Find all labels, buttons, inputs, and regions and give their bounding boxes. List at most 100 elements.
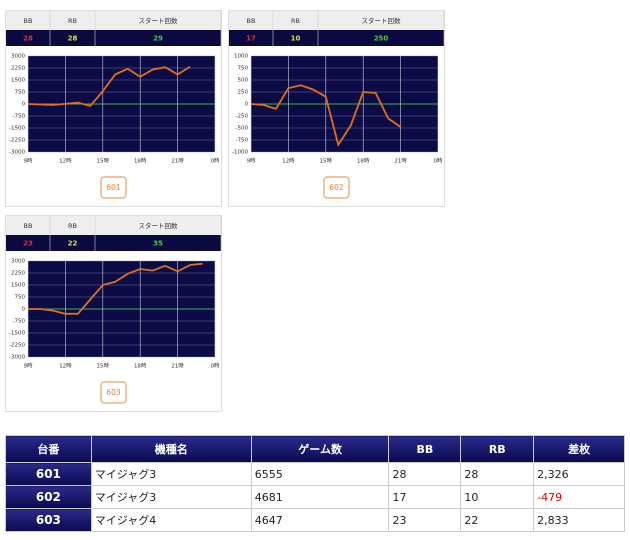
x-tick-label: 15時 — [97, 362, 110, 370]
stats-value: 28 — [68, 35, 78, 43]
machine-panel: BB 17 RB 10 スタート回数 250 -1000 -750 -500 -250 0 250 50… — [228, 10, 445, 207]
stats-label: RB — [68, 222, 77, 230]
stats-value: 22 — [68, 240, 78, 248]
machine-button[interactable]: 601 — [100, 176, 127, 199]
stats-label: スタート回数 — [362, 16, 402, 25]
stats-value: 29 — [153, 35, 163, 43]
button-frame — [100, 381, 127, 404]
machine-button[interactable]: 603 — [100, 381, 127, 404]
series-line — [28, 262, 203, 315]
y-tick-label: 2250 — [11, 66, 25, 72]
table-body: 601 マイジャグ3 6555 28 28 2,326 602 マイジャグ3 4681 17 10-… — [5, 462, 625, 532]
y-tick-label: -750 — [236, 138, 249, 144]
stats-value: 10 — [291, 35, 301, 43]
stats-header-bg — [229, 11, 444, 30]
y-tick-label: 0 — [22, 102, 26, 108]
y-tick-label: 1500 — [11, 283, 25, 289]
x-tick-label: 21時 — [394, 157, 407, 165]
data-table: 台番 機種名 ゲーム数 BB RB 差枚 601 マイジャグ3 6555 28 28 2,326 60… — [5, 435, 625, 532]
x-tick-label: 21時 — [171, 157, 184, 165]
table-cell: 22 — [460, 508, 535, 532]
column-header: ゲーム数 — [250, 435, 390, 463]
table-row: 601 マイジャグ3 6555 28 28 2,326 — [5, 462, 625, 486]
stats-value-bg — [6, 30, 221, 46]
table-cell: 2,833 — [533, 508, 625, 532]
x-tick-label: 18時 — [134, 362, 147, 370]
x-tick-label: 9時 — [247, 157, 256, 165]
column-header: 差枚 — [533, 435, 625, 463]
y-tick-label: 0 — [22, 307, 26, 313]
y-tick-label: -3000 — [9, 355, 25, 361]
y-tick-label: 250 — [238, 90, 249, 96]
machine-number: 601 — [5, 462, 92, 486]
table-cell: 28 — [460, 462, 535, 486]
table-cell: マイジャグ4 — [90, 508, 252, 532]
stats-label: RB — [291, 17, 300, 25]
x-tick-label: 0時 — [434, 157, 443, 165]
y-tick-label: -750 — [13, 114, 26, 120]
y-tick-label: 750 — [15, 90, 26, 96]
table-row: 603 マイジャグ4 4647 23 22 2,833 — [5, 508, 625, 532]
y-tick-label: -1500 — [9, 126, 25, 132]
panels: BB 28 RB 28 スタート回数 29 -3000 -2250 -1500 -750 0 750 1… — [5, 10, 445, 412]
stats-header-bg — [6, 216, 221, 235]
stats-value: 35 — [153, 240, 163, 248]
stats-label: スタート回数 — [139, 16, 179, 25]
x-tick-label: 18時 — [134, 157, 147, 165]
y-tick-label: 500 — [238, 78, 249, 84]
button-label: 602 — [329, 183, 344, 192]
button-label: 601 — [106, 183, 121, 192]
y-tick-label: -2250 — [9, 138, 25, 144]
stats-value: 17 — [246, 35, 256, 43]
table-cell: マイジャグ3 — [90, 485, 252, 509]
y-tick-label: -1500 — [9, 331, 25, 337]
table-cell: 4647 — [250, 508, 390, 532]
table-cell: 10 — [460, 485, 535, 509]
y-tick-label: -750 — [13, 319, 26, 325]
y-tick-label: -3000 — [9, 150, 25, 156]
table-cell: 17 — [388, 485, 462, 509]
table-cell: -479 — [533, 485, 625, 509]
x-tick-label: 9時 — [24, 157, 33, 165]
table-header: 台番 機種名 ゲーム数 BB RB 差枚 — [5, 435, 625, 463]
table-row: 602 マイジャグ3 4681 17 10 -479 — [5, 485, 625, 509]
stats-label: RB — [68, 17, 77, 25]
x-tick-label: 12時 — [59, 157, 72, 165]
y-tick-label: -2250 — [9, 343, 25, 349]
y-tick-label: 1000 — [234, 54, 248, 60]
stats-value: 250 — [374, 35, 389, 43]
y-tick-label: 750 — [238, 66, 249, 72]
y-tick-label: -500 — [236, 126, 249, 132]
y-tick-label: 0 — [245, 102, 249, 108]
machine-button[interactable]: 602 — [323, 176, 350, 199]
x-tick-label: 21時 — [171, 362, 184, 370]
y-tick-label: -250 — [236, 114, 249, 120]
series-line — [250, 84, 402, 148]
stats-value-bg — [229, 30, 444, 46]
table-cell: 28 — [388, 462, 462, 486]
y-tick-label: 2250 — [11, 271, 25, 277]
column-header: BB — [388, 435, 462, 463]
y-tick-label: 1500 — [11, 78, 25, 84]
button-frame — [323, 176, 350, 199]
x-tick-label: 15時 — [97, 157, 110, 165]
stats-header-bg — [6, 11, 221, 30]
x-tick-label: 12時 — [59, 362, 72, 370]
series-line — [27, 66, 191, 107]
stats-value: 28 — [23, 35, 33, 43]
machine-number: 602 — [5, 485, 92, 509]
y-tick-label: 3000 — [11, 259, 25, 265]
stats-label: BB — [247, 17, 256, 25]
table-cell: 2,326 — [533, 462, 625, 486]
x-tick-label: 0時 — [211, 362, 220, 370]
table-cell: 23 — [388, 508, 462, 532]
table-cell: マイジャグ3 — [90, 462, 252, 486]
table-cell: 4681 — [250, 485, 390, 509]
column-header: RB — [460, 435, 535, 463]
x-tick-label: 9時 — [24, 362, 33, 370]
x-tick-label: 12時 — [282, 157, 295, 165]
column-header: 台番 — [5, 435, 92, 463]
y-tick-label: 3000 — [11, 54, 25, 60]
stats-label: BB — [24, 17, 33, 25]
